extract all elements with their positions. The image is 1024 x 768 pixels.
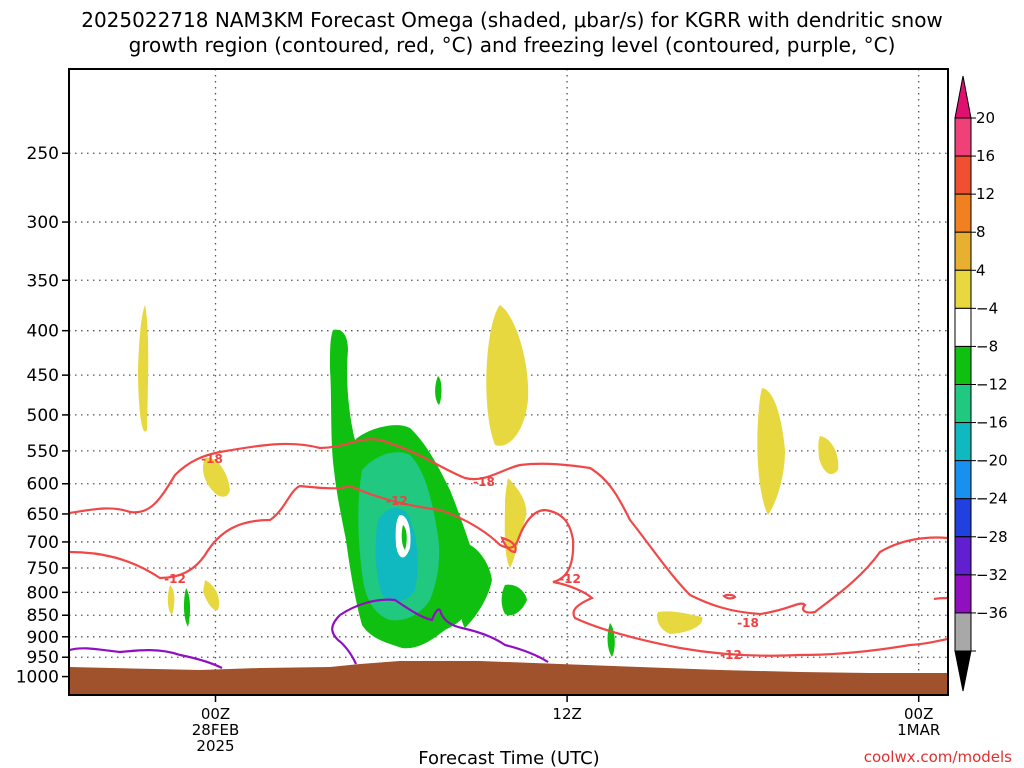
contour-red (69, 438, 948, 616)
colorbar-label: −20 (976, 452, 1008, 470)
colorbar-label: 12 (976, 185, 995, 203)
x-tick-label: 00Z (201, 705, 230, 723)
colorbar-label: −16 (976, 414, 1008, 432)
y-tick-label: 950 (27, 648, 59, 668)
terrain (69, 661, 948, 695)
omega-patch-yellow (202, 457, 230, 497)
colorbar-swatch (954, 345, 972, 385)
colorbar-swatch (954, 155, 972, 195)
colorbar-label: 20 (976, 109, 995, 127)
contour-purple (331, 598, 549, 665)
chart-title-line-2: growth region (contoured, red, °C) and f… (129, 33, 896, 57)
contour-label: -18 (201, 452, 223, 466)
x-tick-label: 2025 (196, 737, 234, 755)
colorbar-swatch (954, 460, 972, 500)
colorbar-label: 4 (976, 261, 986, 279)
y-tick-label: 600 (27, 475, 59, 495)
omega-patch-yellow (757, 388, 785, 515)
omega-field (69, 305, 948, 695)
colorbar-swatch (954, 422, 972, 462)
omega-patch-green (401, 525, 407, 550)
colorbar-swatch (954, 117, 972, 157)
contour-red (69, 484, 948, 657)
colorbar-label: −32 (976, 566, 1008, 584)
x-tick-label: 12Z (552, 705, 581, 723)
colorbar-swatch (954, 612, 972, 652)
omega-patch-green (460, 545, 492, 628)
y-tick-label: 900 (27, 628, 59, 648)
colorbar-label: −24 (976, 490, 1008, 508)
y-tick-label: 250 (27, 144, 59, 164)
contour-label: -18 (737, 616, 759, 630)
omega-patch-yellow (203, 580, 220, 611)
y-tick-label: 1000 (16, 668, 59, 688)
x-tick-label: 28FEB (192, 721, 239, 739)
colorbar-swatch (954, 498, 972, 538)
colorbar-label: 8 (976, 223, 986, 241)
colorbar-label: −4 (976, 299, 998, 317)
contour-label: -12 (164, 572, 186, 586)
omega-patch-yellow (167, 585, 175, 615)
y-tick-label: 550 (27, 442, 59, 462)
x-tick-label: 00Z (904, 705, 933, 723)
y-tick-label: 850 (27, 606, 59, 626)
contour-label: -18 (473, 475, 495, 489)
contour-label: -12 (386, 494, 408, 508)
contour-purple (69, 647, 223, 669)
omega-patch-green (435, 376, 442, 405)
colorbar-swatch (954, 307, 972, 347)
contour-label: -12 (720, 648, 742, 662)
omega-patch-green (183, 588, 191, 627)
omega-patch-yellow (818, 436, 839, 475)
y-axis: 2503003504004505005506006507007508008509… (16, 144, 69, 688)
colorbar-label: 16 (976, 147, 995, 165)
colorbar-swatch (954, 574, 972, 614)
colorbar-swatch (954, 193, 972, 233)
colorbar-label: −28 (976, 528, 1008, 546)
x-axis: 00Z28FEB202512Z00Z1MAR12Z00Z2MAR (192, 695, 940, 755)
credit-text: coolwx.com/models (864, 748, 1012, 766)
colorbar-arrow-bottom (954, 650, 972, 692)
grid-lines (69, 69, 948, 695)
colorbar-label: −36 (976, 604, 1008, 622)
y-tick-label: 500 (27, 406, 59, 426)
omega-patch-yellow (138, 305, 149, 432)
chart-title-line-1: 2025022718 NAM3KM Forecast Omega (shaded… (81, 8, 943, 32)
contour-labels: -18 -12 -18 -12 -12 -18 -12 (164, 452, 759, 662)
y-tick-label: 800 (27, 583, 59, 603)
omega-patch-yellow (486, 305, 529, 446)
y-tick-label: 350 (27, 271, 59, 291)
x-axis-title: Forecast Time (UTC) (418, 748, 599, 768)
y-tick-label: 750 (27, 559, 59, 579)
y-tick-label: 450 (27, 366, 59, 386)
omega-patch-yellow (657, 611, 703, 634)
colorbar-label: −8 (976, 337, 998, 355)
omega-patch-yellow (504, 478, 527, 568)
colorbar-swatch (954, 384, 972, 424)
plot-frame (68, 68, 949, 696)
colorbar: 20 16 12 8 4 −4 −8 −12 −16 −20 −24 −28 −32 −36 (954, 75, 1008, 692)
contour-red (722, 593, 737, 600)
contour-red (500, 536, 517, 554)
y-tick-label: 400 (27, 322, 59, 342)
y-tick-label: 650 (27, 505, 59, 525)
x-tick-label: 1MAR (897, 721, 940, 739)
omega-patch-green (501, 584, 527, 616)
colorbar-swatch (954, 231, 972, 271)
contour-red (933, 596, 948, 601)
colorbar-label: −12 (976, 376, 1008, 394)
y-tick-label: 700 (27, 533, 59, 553)
colorbar-arrow-top (954, 75, 972, 119)
contour-label: -12 (559, 572, 581, 586)
colorbar-swatch (954, 269, 972, 309)
colorbar-swatch (954, 536, 972, 576)
y-tick-label: 300 (27, 213, 59, 233)
